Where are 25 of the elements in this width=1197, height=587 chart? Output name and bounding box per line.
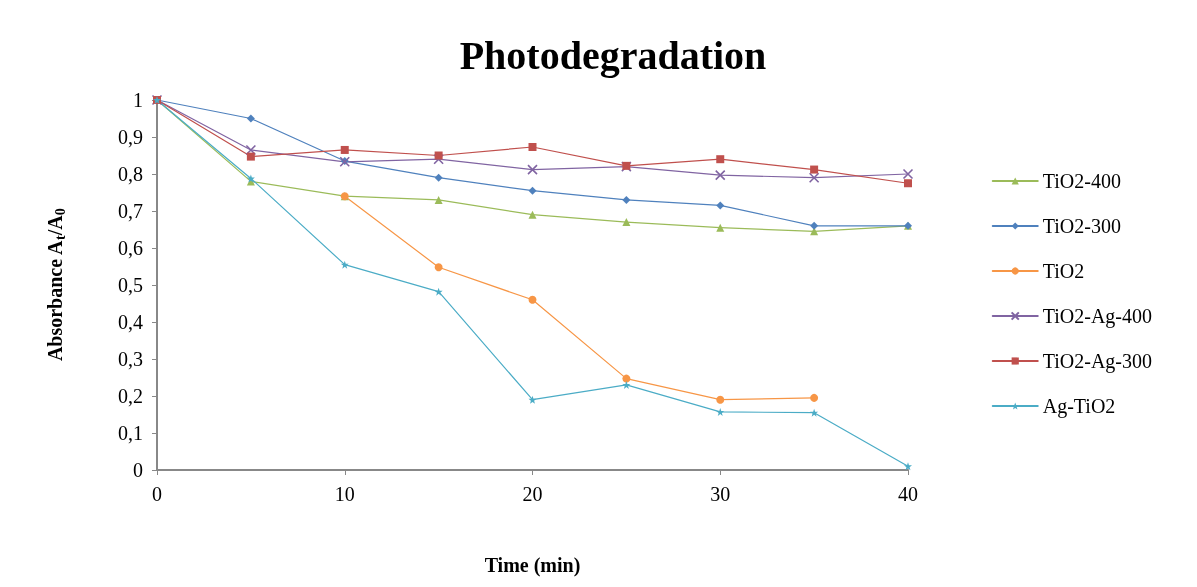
x-tick-label: 0 xyxy=(152,483,162,505)
y-tick-label: 0,7 xyxy=(118,200,143,222)
y-tick-label: 0,6 xyxy=(118,237,143,259)
legend-label: TiO2-300 xyxy=(1042,215,1121,237)
x-tick-label: 40 xyxy=(898,483,918,505)
legend-label: TiO2-400 xyxy=(1042,170,1121,192)
y-tick-label: 0,2 xyxy=(118,385,143,407)
y-tick-label: 0,5 xyxy=(118,274,143,296)
chart-title: Photodegradation xyxy=(459,32,767,78)
legend-label: TiO2-Ag-300 xyxy=(1042,350,1152,373)
y-tick-label: 0,4 xyxy=(118,311,143,333)
y-tick-label: 1 xyxy=(133,89,143,111)
x-axis-title: Time (min) xyxy=(484,554,581,577)
y-tick-label: 0,9 xyxy=(118,126,143,148)
x-tick-label: 10 xyxy=(334,483,355,505)
legend-label: Ag-TiO2 xyxy=(1042,395,1116,418)
y-axis-title: Absorbance At/A0 xyxy=(44,208,68,362)
legend-label: TiO2-Ag-400 xyxy=(1042,305,1152,328)
y-tick-label: 0,3 xyxy=(118,348,143,370)
y-tick-label: 0,8 xyxy=(118,163,143,185)
x-tick-label: 30 xyxy=(710,483,731,505)
legend-label: TiO2 xyxy=(1042,260,1085,282)
y-tick-label: 0 xyxy=(133,459,143,481)
x-tick-label: 20 xyxy=(522,483,543,505)
y-tick-label: 0,1 xyxy=(118,422,143,444)
